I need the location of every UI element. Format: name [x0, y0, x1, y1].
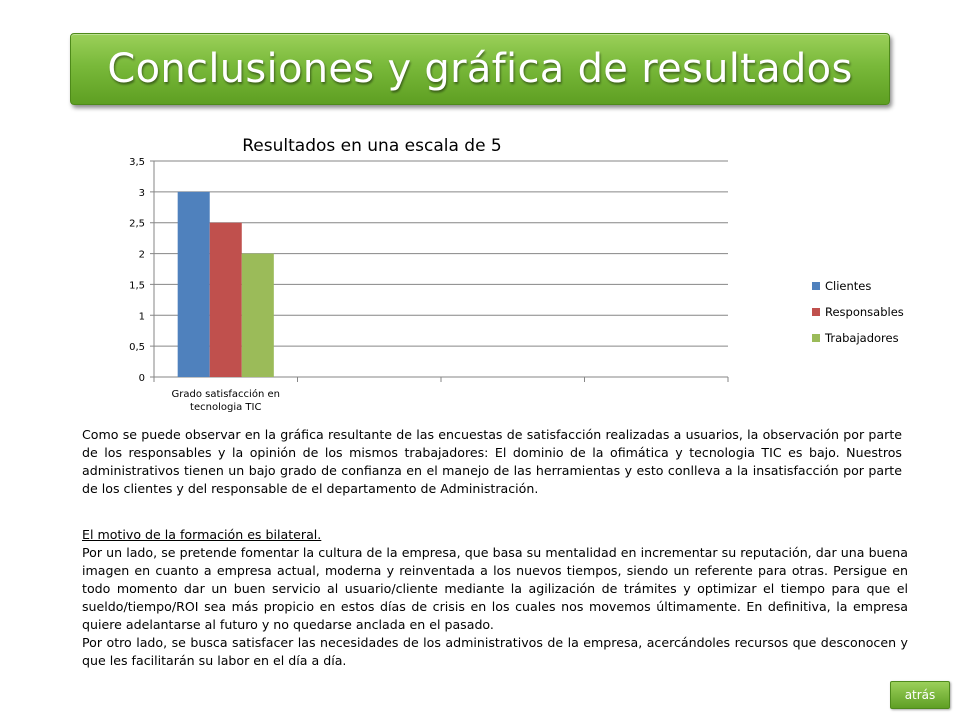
page-title: Conclusiones y gráfica de resultados [107, 46, 853, 92]
legend-label-trabajadores: Trabajadores [824, 331, 899, 345]
y-tick-label: 2 [139, 250, 145, 261]
conclusion-paragraph: Como se puede observar en la gráfica res… [82, 427, 902, 496]
legend-label-clientes: Clientes [825, 279, 871, 293]
x-category-label: Grado satisfacción en [172, 388, 280, 400]
y-tick-label: 0,5 [129, 342, 145, 353]
y-tick-label: 3 [139, 188, 145, 199]
title-banner: Conclusiones y gráfica de resultados [70, 33, 890, 105]
motivation-section: El motivo de la formación es bilateral. … [82, 526, 908, 670]
back-button[interactable]: atrás [890, 681, 950, 709]
bar-responsables [209, 222, 242, 377]
y-tick-label: 1 [139, 311, 145, 322]
y-tick-label: 1,5 [129, 280, 145, 291]
results-chart: Resultados en una escala de 5 0 0,5 1 1,5 2 2,… [129, 136, 904, 413]
bar-trabajadores [241, 253, 274, 377]
legend-swatch-responsables [812, 308, 820, 316]
x-category-label: tecnologia TIC [190, 402, 261, 413]
legend-swatch-trabajadores [812, 334, 820, 342]
y-tick-label: 2,5 [129, 219, 145, 230]
y-tick-label: 0 [139, 373, 145, 384]
motivation-heading: El motivo de la formación es bilateral. [82, 527, 322, 542]
legend-label-responsables: Responsables [825, 305, 904, 319]
y-tick-label: 3,5 [129, 157, 145, 168]
motivation-paragraph-2: Por otro lado, se busca satisfacer las n… [82, 635, 908, 668]
motivation-paragraph-1: Por un lado, se pretende fomentar la cul… [82, 545, 908, 632]
chart-title: Resultados en una escala de 5 [242, 136, 502, 156]
bar-clientes [177, 191, 210, 377]
legend-swatch-clientes [812, 282, 820, 290]
